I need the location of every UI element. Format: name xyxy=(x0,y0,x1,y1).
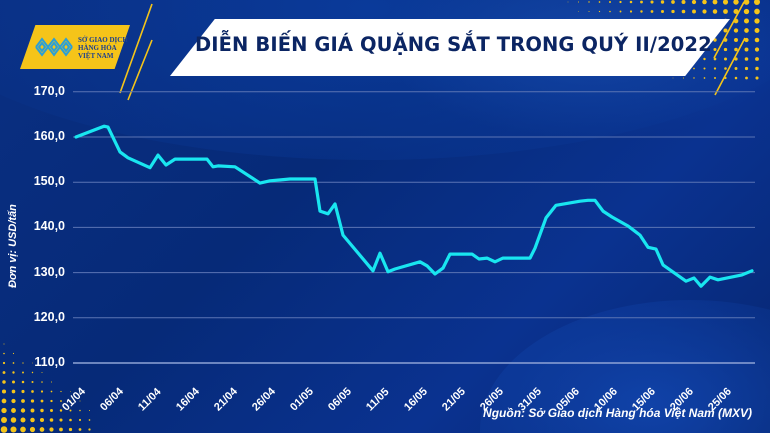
y-tick-label: 120,0 xyxy=(33,310,65,324)
y-tick-label: 140,0 xyxy=(33,219,65,233)
title-banner xyxy=(170,19,730,76)
logo-line-2: HÀNG HÓA xyxy=(78,44,117,52)
dot-pattern-bottom-left xyxy=(0,343,91,433)
y-tick-label: 160,0 xyxy=(33,129,65,143)
gridlines xyxy=(73,91,755,364)
logo-line-3: VIỆT NAM xyxy=(78,52,114,60)
page-title: DIỄN BIẾN GIÁ QUẶNG SẮT TRONG QUÝ II/202… xyxy=(195,33,712,56)
y-tick-label: 170,0 xyxy=(33,84,65,98)
logo-line-1: SỞ GIAO DỊCH xyxy=(78,36,128,44)
source-note: Nguồn: Sở Giao dịch Hàng hóa Việt Nam (M… xyxy=(483,406,752,420)
y-tick-label: 130,0 xyxy=(33,265,65,279)
y-tick-label: 110,0 xyxy=(34,355,65,369)
price-line xyxy=(74,124,754,288)
mxv-logo-icon xyxy=(35,37,73,57)
y-tick-label: 150,0 xyxy=(33,174,65,188)
logo-text: SỞ GIAO DỊCH HÀNG HÓA VIỆT NAM xyxy=(78,36,128,60)
